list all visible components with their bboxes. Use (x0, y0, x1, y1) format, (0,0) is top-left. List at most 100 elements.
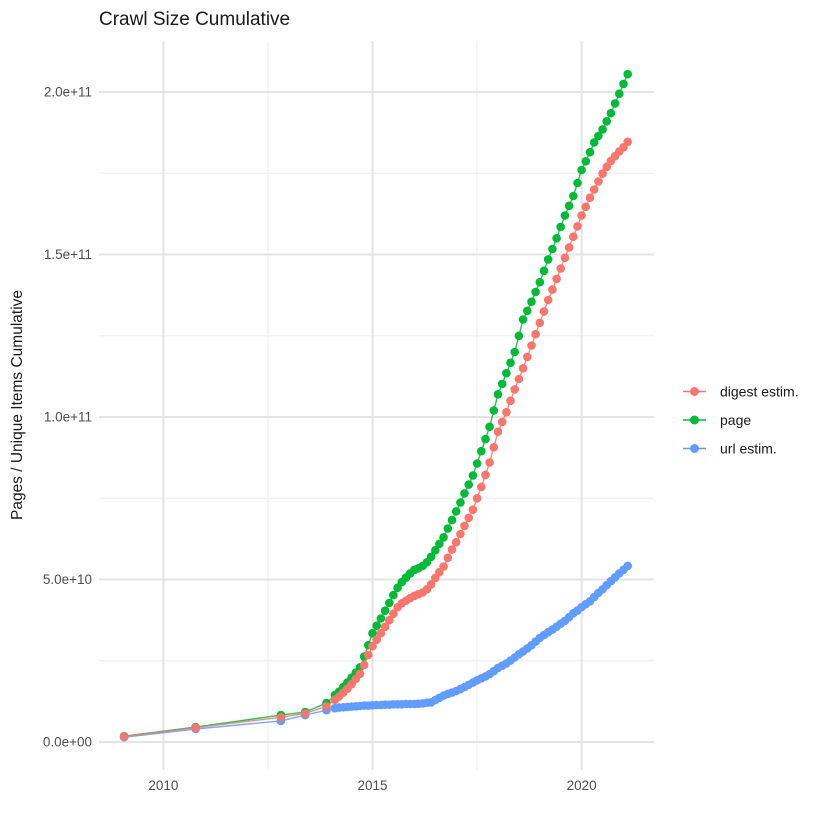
data-point (481, 434, 490, 444)
data-point (502, 368, 511, 378)
data-point (447, 545, 457, 554)
data-point (577, 165, 586, 175)
data-point (560, 211, 570, 220)
x-tick-label: 2020 (567, 778, 597, 793)
data-point (518, 315, 528, 324)
data-point (552, 274, 561, 284)
data-point (426, 580, 436, 589)
data-point (510, 385, 519, 394)
data-point (535, 277, 545, 287)
data-point (443, 524, 453, 533)
legend-item-digest-estim: digest estim. (683, 384, 799, 400)
data-point (518, 364, 528, 373)
data-point (385, 615, 394, 625)
data-point (594, 131, 603, 141)
data-point (481, 470, 490, 480)
data-point (431, 546, 440, 555)
data-point (581, 202, 591, 212)
data-point (531, 329, 540, 339)
data-point (477, 482, 486, 492)
grid-layer (99, 41, 654, 770)
data-point (510, 347, 519, 357)
data-point (556, 222, 565, 232)
data-point (589, 185, 599, 194)
data-point (556, 264, 565, 273)
data-point (380, 622, 390, 631)
data-point (443, 553, 453, 563)
data-point (531, 287, 540, 297)
legend-label-digest: digest estim. (720, 384, 799, 400)
data-point (569, 191, 578, 201)
data-point (439, 533, 448, 542)
data-point (477, 446, 486, 456)
data-point (623, 69, 632, 79)
data-point (539, 307, 549, 316)
data-point (119, 732, 129, 741)
data-point (548, 244, 557, 254)
data-point (610, 99, 620, 108)
data-point (464, 480, 474, 489)
data-point (606, 108, 616, 118)
data-point (460, 521, 469, 531)
data-point (456, 498, 465, 507)
x-tick-label: 2010 (148, 778, 178, 793)
data-point (489, 443, 499, 452)
data-point (523, 306, 532, 316)
y-tick-label: 2.0e+11 (44, 85, 92, 100)
data-point (389, 609, 398, 618)
data-point (514, 374, 524, 384)
series-layer (119, 69, 632, 742)
y-axis-title: Pages / Unique Items Cumulative (9, 290, 26, 520)
data-point (493, 390, 503, 399)
x-tick-label: 2015 (358, 778, 388, 793)
y-tick-label: 1.5e+11 (44, 247, 92, 262)
data-point (506, 396, 515, 406)
data-point (560, 253, 570, 263)
y-tick-label: 5.0e+10 (43, 572, 92, 587)
data-point (359, 660, 369, 670)
data-point (497, 417, 507, 427)
legend-key-dot-page (690, 415, 699, 425)
data-point (523, 352, 532, 362)
data-point (585, 193, 595, 202)
data-point (468, 505, 478, 514)
data-point (447, 515, 457, 525)
data-point (493, 427, 503, 437)
data-point (191, 723, 200, 732)
data-point (364, 650, 373, 660)
data-point (451, 537, 461, 547)
data-point (376, 628, 386, 638)
data-point (485, 458, 494, 467)
data-point (564, 243, 574, 252)
data-point (460, 489, 469, 498)
data-point (577, 211, 586, 220)
data-point (564, 201, 574, 211)
series-digest-estim- (119, 137, 632, 741)
data-point (497, 379, 507, 389)
data-point (502, 407, 511, 417)
data-point (598, 169, 607, 178)
data-point (372, 621, 382, 630)
data-point (535, 318, 545, 328)
data-point (527, 297, 536, 307)
data-point (514, 331, 524, 341)
data-point (581, 157, 591, 166)
series-line (124, 565, 629, 738)
data-point (543, 255, 553, 264)
data-point (619, 79, 628, 89)
data-point (322, 702, 331, 711)
series-line (124, 141, 629, 738)
data-point (472, 459, 482, 468)
data-point (372, 635, 382, 644)
data-point (585, 147, 595, 157)
legend-label-url: url estim. (720, 441, 777, 457)
data-point (602, 117, 611, 126)
data-point (426, 552, 436, 562)
legend-item-url-estim: url estim. (683, 441, 777, 457)
data-point (552, 234, 561, 243)
data-point (598, 125, 607, 134)
series-line (124, 73, 629, 737)
data-point (543, 295, 553, 305)
data-point (464, 513, 474, 523)
